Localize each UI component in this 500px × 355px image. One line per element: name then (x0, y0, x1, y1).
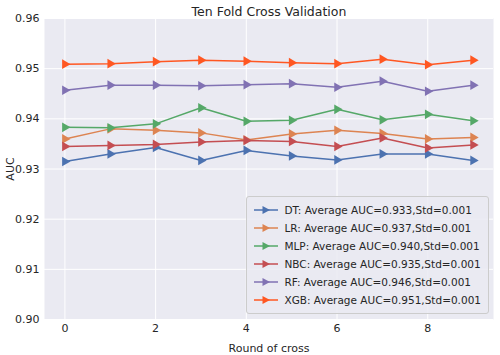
svg-text:0.91: 0.91 (15, 263, 40, 276)
svg-text:0.96: 0.96 (15, 12, 40, 25)
svg-text:Round of cross: Round of cross (229, 342, 310, 355)
svg-text:0.93: 0.93 (15, 163, 40, 176)
html-text:MLP: Average AUC=0.940,Std=0.0: MLP: Average AUC=0.940,Std=0.001 (284, 240, 480, 252)
html-text:RF: Average AUC=0.946,Std=0.00: RF: Average AUC=0.946,Std=0.001 (284, 276, 471, 288)
svg-text:0.95: 0.95 (15, 62, 40, 75)
svg-text:0.90: 0.90 (15, 313, 40, 326)
svg-text:0.94: 0.94 (15, 112, 40, 125)
html-text:DT: Average AUC=0.933,Std=0.00: DT: Average AUC=0.933,Std=0.001 (284, 204, 472, 216)
html-text:XGB: Average AUC=0.951,Std=0.0: XGB: Average AUC=0.951,Std=0.001 (284, 294, 481, 306)
svg-text:AUC: AUC (4, 157, 17, 181)
svg-text:2: 2 (152, 322, 159, 335)
svg-text:8: 8 (424, 322, 431, 335)
svg-text:0: 0 (61, 322, 68, 335)
svg-text:6: 6 (334, 322, 341, 335)
svg-text:0.92: 0.92 (15, 213, 40, 226)
html-text:NBC: Average AUC=0.935,Std=0.0: NBC: Average AUC=0.935,Std=0.001 (284, 258, 481, 270)
svg-text:Ten Fold Cross Validation: Ten Fold Cross Validation (191, 4, 347, 19)
svg-text:4: 4 (243, 322, 250, 335)
html-text:LR: Average AUC=0.937,Std=0.00: LR: Average AUC=0.937,Std=0.001 (284, 222, 472, 234)
